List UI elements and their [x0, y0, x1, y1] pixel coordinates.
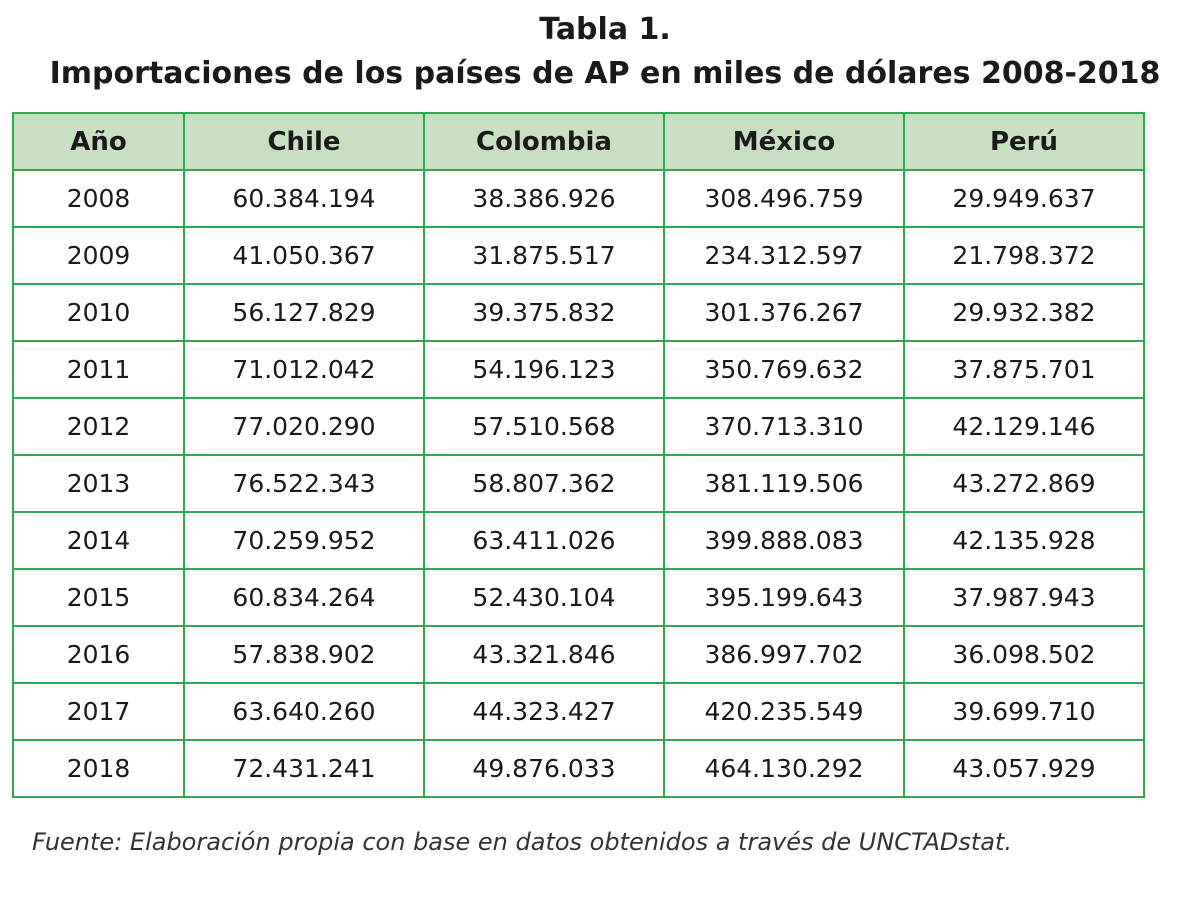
- table-row: 2014 70.259.952 63.411.026 399.888.083 42.13…: [12, 511, 1145, 570]
- cell-year: 2015: [12, 568, 185, 627]
- table-row: 2011 71.012.042 54.196.123 350.769.632 37.87…: [12, 340, 1145, 399]
- cell-year: 2012: [12, 397, 185, 456]
- table-number: Tabla 1.: [539, 12, 671, 47]
- header-peru: Perú: [903, 112, 1145, 171]
- cell-chile: 56.127.829: [183, 283, 425, 342]
- cell-colombia: 43.321.846: [423, 625, 665, 684]
- cell-mexico: 399.888.083: [663, 511, 905, 570]
- cell-chile: 60.384.194: [183, 169, 425, 228]
- table-row: 2018 72.431.241 49.876.033 464.130.292 43.05…: [12, 739, 1145, 798]
- cell-mexico: 464.130.292: [663, 739, 905, 798]
- cell-year: 2013: [12, 454, 185, 513]
- cell-mexico: 395.199.643: [663, 568, 905, 627]
- cell-peru: 29.932.382: [903, 283, 1145, 342]
- cell-mexico: 301.376.267: [663, 283, 905, 342]
- cell-mexico: 234.312.597: [663, 226, 905, 285]
- cell-peru: 43.272.869: [903, 454, 1145, 513]
- cell-chile: 72.431.241: [183, 739, 425, 798]
- table-row: 2015 60.834.264 52.430.104 395.199.643 37.98…: [12, 568, 1145, 627]
- header-row: Año Chile Colombia México Perú: [12, 112, 1145, 171]
- table-row: 2016 57.838.902 43.321.846 386.997.702 36.09…: [12, 625, 1145, 684]
- cell-colombia: 39.375.832: [423, 283, 665, 342]
- cell-chile: 60.834.264: [183, 568, 425, 627]
- cell-colombia: 38.386.926: [423, 169, 665, 228]
- table-row: 2009 41.050.367 31.875.517 234.312.597 21.79…: [12, 226, 1145, 285]
- table-body: 2008 60.384.194 38.386.926 308.496.759 29.94…: [12, 169, 1145, 798]
- table-caption: Importaciones de los países de AP en mil…: [49, 56, 1161, 91]
- cell-year: 2009: [12, 226, 185, 285]
- table-row: 2017 63.640.260 44.323.427 420.235.549 39.69…: [12, 682, 1145, 741]
- cell-year: 2016: [12, 625, 185, 684]
- cell-year: 2008: [12, 169, 185, 228]
- table-row: 2008 60.384.194 38.386.926 308.496.759 29.94…: [12, 169, 1145, 228]
- table-title: Tabla 1. Importaciones de los países de …: [0, 8, 1200, 96]
- table-row: 2010 56.127.829 39.375.832 301.376.267 29.93…: [12, 283, 1145, 342]
- cell-year: 2014: [12, 511, 185, 570]
- cell-peru: 42.135.928: [903, 511, 1145, 570]
- header-mexico: México: [663, 112, 905, 171]
- header-year: Año: [12, 112, 185, 171]
- cell-chile: 57.838.902: [183, 625, 425, 684]
- table-row: 2013 76.522.343 58.807.362 381.119.506 43.27…: [12, 454, 1145, 513]
- cell-colombia: 31.875.517: [423, 226, 665, 285]
- imports-table: Año Chile Colombia México Perú 2008 60.38…: [12, 112, 1145, 798]
- cell-colombia: 52.430.104: [423, 568, 665, 627]
- cell-mexico: 381.119.506: [663, 454, 905, 513]
- cell-year: 2011: [12, 340, 185, 399]
- cell-chile: 41.050.367: [183, 226, 425, 285]
- cell-colombia: 49.876.033: [423, 739, 665, 798]
- cell-year: 2018: [12, 739, 185, 798]
- cell-peru: 42.129.146: [903, 397, 1145, 456]
- cell-colombia: 58.807.362: [423, 454, 665, 513]
- header-chile: Chile: [183, 112, 425, 171]
- cell-chile: 71.012.042: [183, 340, 425, 399]
- cell-peru: 21.798.372: [903, 226, 1145, 285]
- cell-colombia: 54.196.123: [423, 340, 665, 399]
- cell-year: 2017: [12, 682, 185, 741]
- header-colombia: Colombia: [423, 112, 665, 171]
- cell-peru: 37.875.701: [903, 340, 1145, 399]
- cell-peru: 29.949.637: [903, 169, 1145, 228]
- cell-mexico: 308.496.759: [663, 169, 905, 228]
- cell-chile: 63.640.260: [183, 682, 425, 741]
- cell-colombia: 57.510.568: [423, 397, 665, 456]
- cell-year: 2010: [12, 283, 185, 342]
- cell-colombia: 63.411.026: [423, 511, 665, 570]
- cell-peru: 39.699.710: [903, 682, 1145, 741]
- cell-chile: 77.020.290: [183, 397, 425, 456]
- cell-mexico: 420.235.549: [663, 682, 905, 741]
- cell-chile: 76.522.343: [183, 454, 425, 513]
- cell-mexico: 370.713.310: [663, 397, 905, 456]
- cell-mexico: 386.997.702: [663, 625, 905, 684]
- cell-mexico: 350.769.632: [663, 340, 905, 399]
- cell-chile: 70.259.952: [183, 511, 425, 570]
- cell-peru: 37.987.943: [903, 568, 1145, 627]
- source-note: Fuente: Elaboración propia con base en d…: [32, 828, 1013, 856]
- table-row: 2012 77.020.290 57.510.568 370.713.310 42.12…: [12, 397, 1145, 456]
- cell-colombia: 44.323.427: [423, 682, 665, 741]
- cell-peru: 36.098.502: [903, 625, 1145, 684]
- cell-peru: 43.057.929: [903, 739, 1145, 798]
